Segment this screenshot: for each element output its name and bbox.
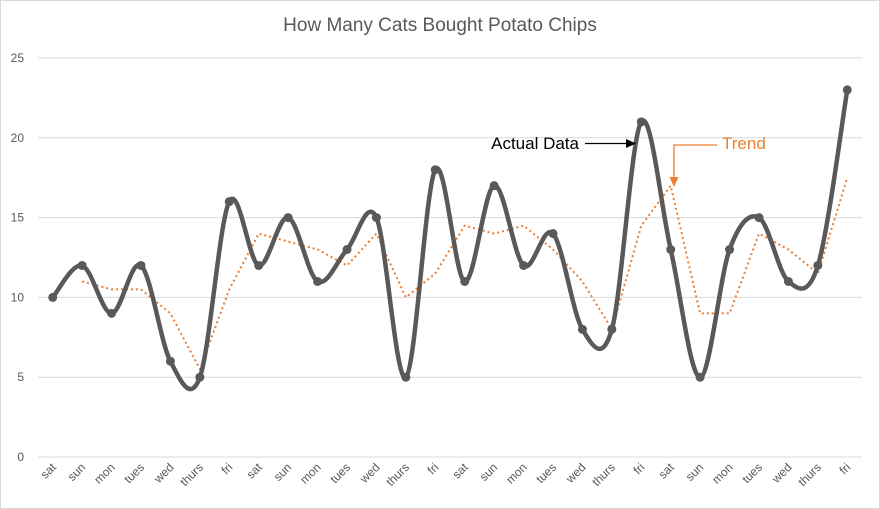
y-tick-label: 25: [11, 51, 25, 65]
actual-data-point: [136, 260, 146, 270]
actual-data-point: [430, 165, 440, 175]
actual-data-point: [224, 197, 234, 207]
x-tick-label: fri: [218, 460, 235, 477]
actual-data-point: [107, 308, 117, 318]
actual-data-point: [548, 229, 558, 239]
x-tick-label: tues: [739, 460, 765, 486]
x-tick-label: mon: [503, 460, 529, 486]
actual-data-point: [165, 356, 175, 366]
x-tick-label: sun: [65, 460, 89, 484]
x-tick-label: thurs: [795, 460, 824, 489]
annotation-trend-arrow: [673, 144, 717, 178]
actual-data-point: [577, 324, 587, 334]
x-tick-label: sat: [38, 460, 60, 482]
y-tick-label: 0: [17, 450, 24, 464]
x-tick-label: mon: [297, 460, 323, 486]
x-tick-label: wed: [150, 460, 176, 486]
y-tick-label: 5: [17, 370, 24, 384]
actual-data-point: [254, 260, 264, 270]
x-tick-label: sun: [271, 460, 295, 484]
actual-data-point: [666, 245, 676, 255]
actual-data-point: [195, 372, 205, 382]
x-tick-label: fri: [424, 460, 441, 477]
actual-data-point: [754, 213, 764, 223]
actual-data-point: [607, 324, 617, 334]
actual-data-point: [695, 372, 705, 382]
x-tick-label: sat: [450, 460, 472, 482]
annotation-actual-arrowhead: [626, 139, 636, 148]
x-tick-label: sat: [244, 460, 266, 482]
trend-series-line: [81, 177, 849, 372]
x-tick-label: thurs: [177, 460, 206, 489]
y-tick-label: 15: [11, 211, 25, 225]
x-tick-label: tues: [533, 460, 559, 486]
actual-data-point: [489, 181, 499, 191]
x-tick-label: tues: [121, 460, 147, 486]
x-tick-label: sat: [656, 460, 678, 482]
x-tick-label: thurs: [589, 460, 618, 489]
actual-data-point: [783, 276, 793, 286]
x-tick-label: mon: [709, 460, 735, 486]
x-tick-label: tues: [327, 460, 353, 486]
actual-data-point: [371, 213, 381, 223]
actual-data-point: [636, 117, 646, 127]
annotation-trend-label: Trend: [722, 134, 766, 153]
x-tick-label: sun: [477, 460, 501, 484]
y-tick-label: 10: [11, 290, 25, 304]
x-tick-label: thurs: [383, 460, 412, 489]
x-tick-label: sun: [683, 460, 707, 484]
x-tick-label: fri: [630, 460, 647, 477]
actual-data-point: [283, 213, 293, 223]
y-tick-label: 20: [11, 131, 25, 145]
x-tick-label: fri: [836, 460, 853, 477]
x-tick-label: wed: [562, 460, 588, 486]
actual-data-point: [519, 260, 529, 270]
actual-data-point: [725, 245, 735, 255]
annotation-trend-arrowhead: [669, 177, 679, 187]
actual-data-point: [460, 276, 470, 286]
actual-data-point: [401, 372, 411, 382]
actual-data-point: [48, 292, 58, 302]
actual-data-point: [342, 245, 352, 255]
actual-data-point: [813, 260, 823, 270]
actual-data-point: [77, 260, 87, 270]
x-tick-label: mon: [91, 460, 117, 486]
chart-title: How Many Cats Bought Potato Chips: [283, 15, 597, 36]
x-tick-label: wed: [768, 460, 794, 486]
actual-data-point: [842, 85, 852, 95]
actual-data-point: [313, 276, 323, 286]
annotation-actual-data-label: Actual Data: [491, 134, 579, 153]
x-tick-label: wed: [356, 460, 382, 486]
